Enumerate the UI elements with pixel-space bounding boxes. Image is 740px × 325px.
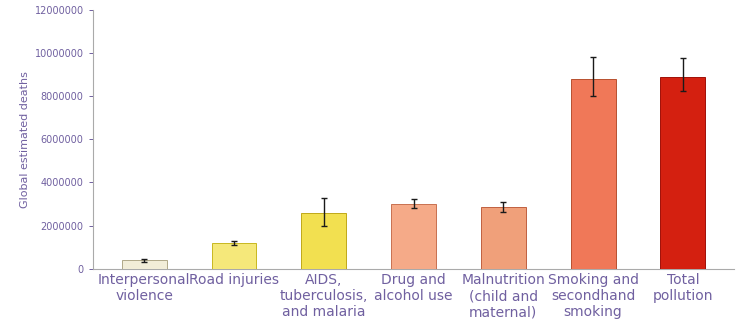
Bar (391, 204, 436, 269)
Bar (481, 207, 525, 269)
Bar (301, 213, 346, 269)
Bar (571, 79, 616, 269)
Bar (212, 243, 257, 269)
Bar (660, 77, 705, 269)
Y-axis label: Global estimated deaths: Global estimated deaths (21, 71, 30, 208)
Bar (122, 260, 166, 269)
